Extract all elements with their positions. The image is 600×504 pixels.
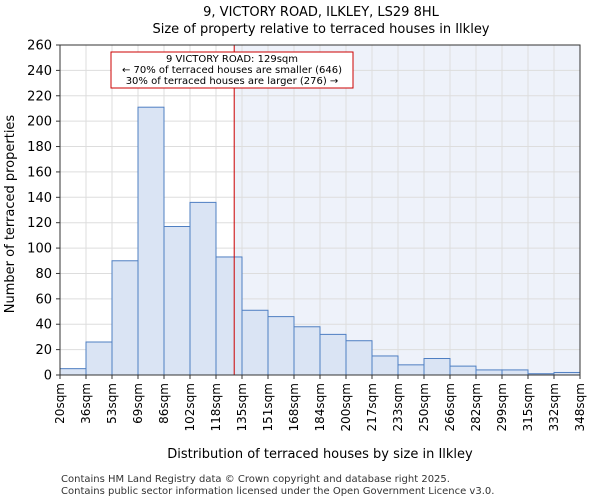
annotation-line-2: ← 70% of terraced houses are smaller (64… (122, 65, 342, 76)
bar-266sqm (449, 365, 477, 376)
y-tick-label-160: 160 (27, 165, 52, 180)
x-tick-label-299sqm: 299sqm (495, 383, 509, 431)
x-tick-label-200sqm: 200sqm (339, 383, 353, 431)
x-tick-label-233sqm: 233sqm (391, 383, 405, 431)
bar-20sqm (59, 368, 87, 376)
y-tick-label-60: 60 (35, 292, 52, 307)
bar-168sqm (293, 326, 321, 376)
y-tick-label-220: 220 (27, 89, 52, 104)
annotation-line-1: 9 VICTORY ROAD: 129sqm (166, 54, 298, 65)
annotation-line-3: 30% of terraced houses are larger (276) … (126, 76, 339, 87)
x-tick-label-315sqm: 315sqm (521, 383, 535, 431)
x-tick-label-20sqm: 20sqm (53, 383, 67, 424)
bar-135sqm (241, 309, 269, 376)
bar-250sqm (423, 358, 451, 376)
x-tick-label-250sqm: 250sqm (417, 383, 431, 431)
x-tick-label-217sqm: 217sqm (365, 383, 379, 431)
y-tick-label-140: 140 (27, 191, 52, 206)
bar-36sqm (85, 341, 113, 376)
x-tick-label-118sqm: 118sqm (209, 383, 223, 431)
bar-69sqm (137, 106, 165, 376)
y-tick-label-240: 240 (27, 64, 52, 79)
x-tick-label-184sqm: 184sqm (313, 383, 327, 431)
x-tick-label-332sqm: 332sqm (547, 383, 561, 431)
y-tick-label-180: 180 (27, 140, 52, 155)
y-tick-label-0: 0 (44, 369, 52, 384)
bar-86sqm (163, 226, 191, 376)
bar-53sqm (111, 260, 139, 376)
x-tick-label-53sqm: 53sqm (105, 383, 119, 424)
annotation-box (110, 51, 354, 89)
chart-title: 9, VICTORY ROAD, ILKLEY, LS29 8HL (203, 5, 439, 20)
bar-200sqm (345, 340, 373, 376)
footer-line-1: Contains HM Land Registry data © Crown c… (61, 474, 450, 485)
x-tick-label-348sqm: 348sqm (573, 383, 587, 431)
plot-frame (59, 44, 581, 376)
x-tick-label-282sqm: 282sqm (469, 383, 483, 431)
y-tick-label-120: 120 (27, 216, 52, 231)
bar-217sqm (371, 355, 399, 376)
x-tick-label-36sqm: 36sqm (79, 383, 93, 424)
x-tick-label-168sqm: 168sqm (287, 383, 301, 431)
footer-line-2: Contains public sector information licen… (61, 486, 494, 497)
x-tick-label-86sqm: 86sqm (157, 383, 171, 424)
bar-184sqm (319, 333, 347, 376)
bars (59, 106, 581, 376)
x-tick-label-135sqm: 135sqm (235, 383, 249, 431)
y-tick-label-200: 200 (27, 115, 52, 130)
y-axis-ticks: 0 20 40 60 80 100 120 140 160 180 200 220 240 260 (27, 39, 60, 384)
x-axis-ticks: 20sqm 36sqm 53sqm 69sqm 86sqm 102sqm 118sqm 135… (53, 375, 587, 431)
bar-151sqm (267, 316, 295, 376)
bar-282sqm (475, 369, 503, 376)
x-axis-label: Distribution of terraced houses by size … (167, 447, 473, 462)
bar-118sqm (215, 256, 243, 376)
x-tick-label-151sqm: 151sqm (261, 383, 275, 431)
y-tick-label-40: 40 (35, 318, 52, 333)
x-tick-label-102sqm: 102sqm (183, 383, 197, 431)
y-tick-label-80: 80 (35, 267, 52, 282)
y-tick-label-100: 100 (27, 242, 52, 257)
bar-102sqm (189, 201, 217, 376)
y-tick-label-260: 260 (27, 39, 52, 54)
chart-subtitle: Size of property relative to terraced ho… (152, 22, 489, 37)
bar-299sqm (501, 369, 529, 376)
y-tick-label-20: 20 (35, 343, 52, 358)
x-tick-label-266sqm: 266sqm (443, 383, 457, 431)
y-axis-label: Number of terraced properties (3, 115, 18, 314)
bar-233sqm (397, 364, 425, 376)
x-tick-label-69sqm: 69sqm (131, 383, 145, 424)
